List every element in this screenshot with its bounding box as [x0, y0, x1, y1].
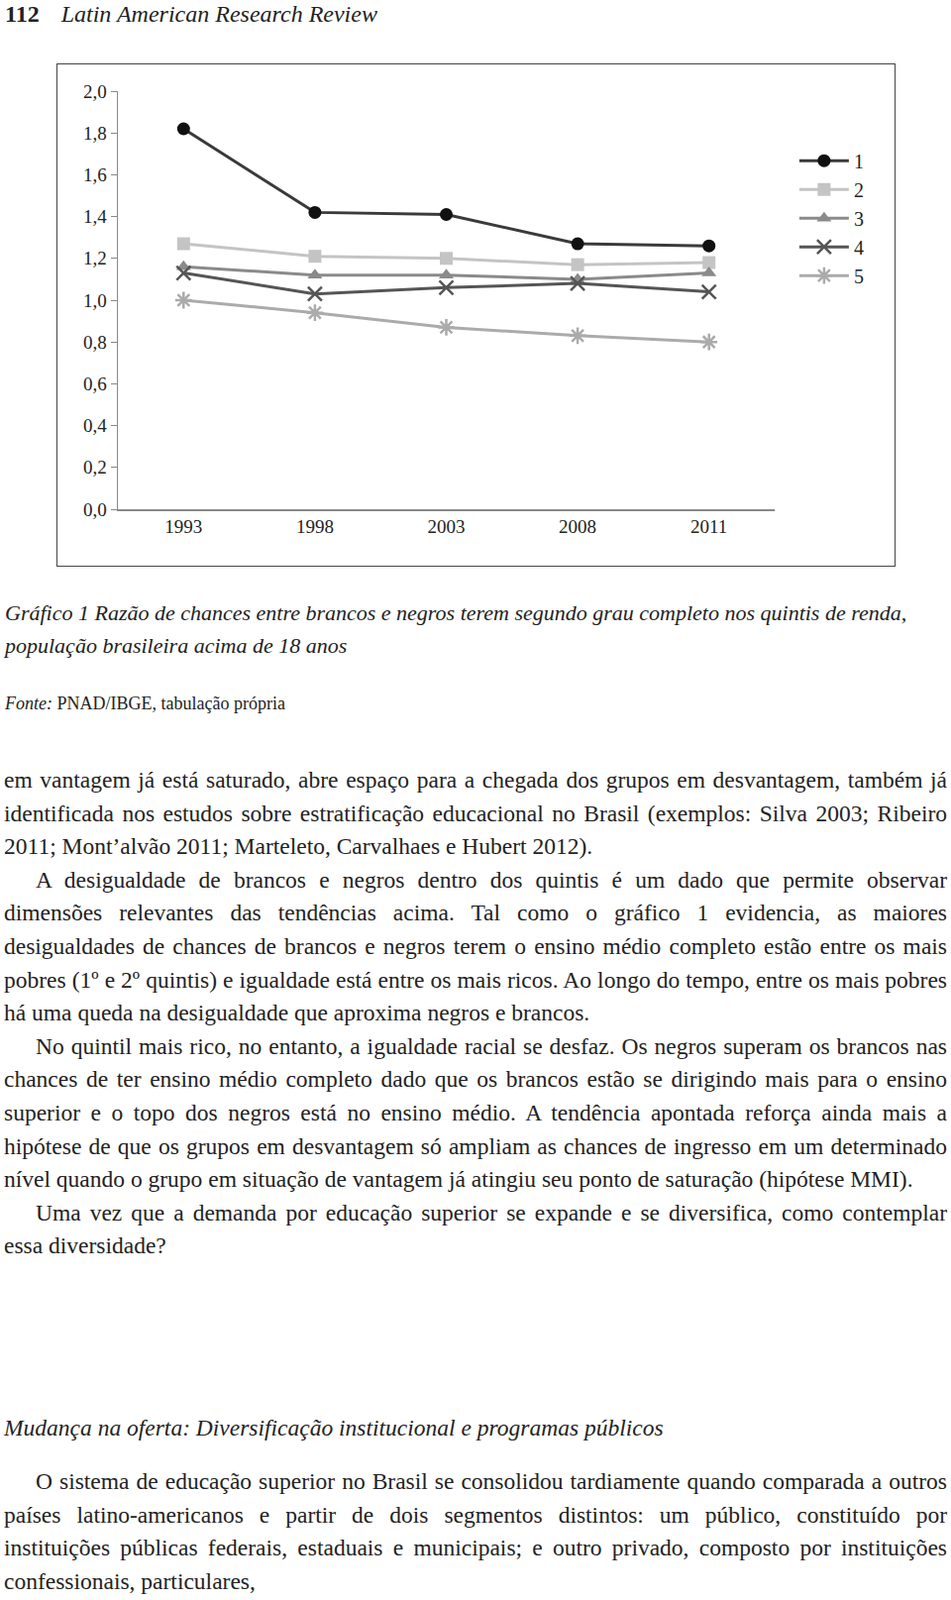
svg-text:1998: 1998: [296, 516, 334, 537]
svg-text:2003: 2003: [427, 516, 466, 537]
svg-text:2,0: 2,0: [83, 81, 107, 103]
svg-text:1993: 1993: [164, 516, 203, 537]
html-text:112: 112: [4, 0, 40, 27]
svg-text:1,6: 1,6: [83, 164, 107, 186]
svg-text:1: 1: [853, 150, 864, 173]
svg-text:2011: 2011: [690, 516, 728, 537]
html-text:em vantagem já está saturado,: em vantagem já está saturado, abre espaç…: [3, 766, 948, 860]
svg-text:1,8: 1,8: [83, 122, 107, 144]
svg-text:4: 4: [853, 236, 864, 259]
html-text:Fonte: PNAD/IBGE, tabulação pr: Fonte: PNAD/IBGE, tabulação própria: [4, 693, 286, 714]
svg-text:0,2: 0,2: [83, 456, 107, 478]
html-text:Gráfico 1 Razão de chances ent: Gráfico 1 Razão de chances entre brancos…: [4, 600, 907, 658]
svg-text:1,0: 1,0: [83, 290, 107, 312]
svg-text:0,8: 0,8: [83, 331, 107, 353]
svg-text:0,6: 0,6: [83, 373, 107, 395]
svg-text:1,4: 1,4: [83, 206, 107, 227]
svg-text:1,2: 1,2: [83, 247, 107, 269]
html-text:Latin American Research Review: Latin American Research Review: [61, 0, 378, 27]
svg-text:2: 2: [853, 179, 864, 202]
svg-text:3: 3: [853, 208, 864, 230]
svg-text:5: 5: [853, 265, 864, 288]
svg-text:0,4: 0,4: [83, 415, 107, 436]
html-text:O sistema de educação superior: O sistema de educação superior no Brasil…: [3, 1468, 948, 1594]
html-text:Mudança na oferta: Diversifica: Mudança na oferta: Diversificação instit…: [3, 1414, 664, 1441]
svg-text:2008: 2008: [558, 516, 597, 537]
html-text:No quintil mais rico, no entan: No quintil mais rico, no entanto, a igua…: [3, 1033, 948, 1192]
html-text:A desigualdade de brancos e ne: A desigualdade de brancos e negros dentr…: [3, 866, 948, 1026]
svg-text:0,0: 0,0: [83, 499, 107, 521]
html-text:Uma vez que a demanda por educ: Uma vez que a demanda por educação super…: [3, 1199, 948, 1259]
